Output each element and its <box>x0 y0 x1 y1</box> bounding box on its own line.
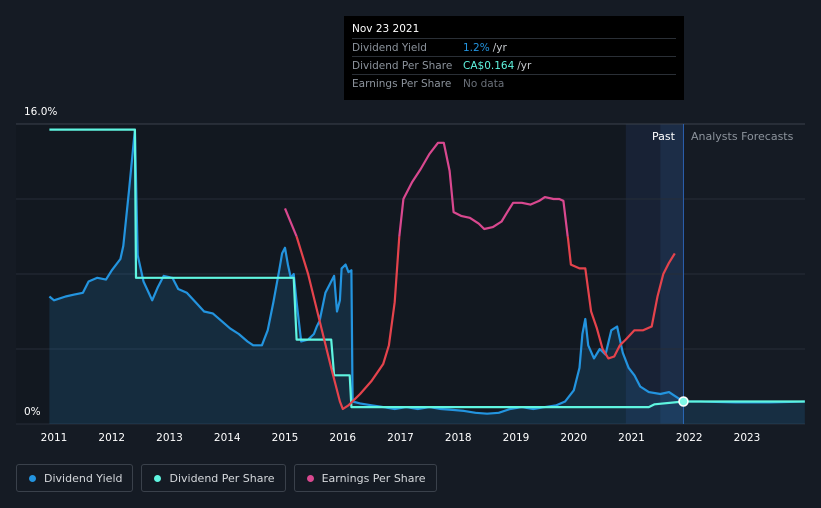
legend-dot-icon <box>154 474 162 482</box>
x-tick-label: 2012 <box>98 432 126 444</box>
x-tick-label: 2020 <box>560 432 588 444</box>
tooltip-unit: /yr <box>517 59 532 72</box>
x-tick-label: 2023 <box>733 432 761 444</box>
dividend-yield-area <box>49 129 805 424</box>
forecast-zone-label: Analysts Forecasts <box>691 130 794 143</box>
earnings-per-share-line <box>566 236 676 360</box>
tooltip-row-dividend-per-share: Dividend Per Share CA$0.164 /yr <box>352 56 676 74</box>
hover-tooltip: Nov 23 2021 Dividend Yield 1.2% /yr Divi… <box>344 16 684 100</box>
tooltip-value: CA$0.164 <box>463 59 515 72</box>
legend-label: Dividend Yield <box>44 471 123 485</box>
tooltip-unit: /yr <box>492 41 507 54</box>
x-tick-label: 2015 <box>271 432 299 444</box>
legend-label: Earnings Per Share <box>321 471 426 485</box>
x-tick-label: 2018 <box>444 432 472 444</box>
legend-dot-icon <box>29 474 36 482</box>
x-tick-label: 2016 <box>329 432 357 444</box>
y-axis-bottom-label: 0% <box>24 406 41 418</box>
past-zone-label: Past <box>652 130 675 143</box>
x-tick-label: 2021 <box>618 432 645 444</box>
earnings-per-share-line <box>295 236 401 411</box>
legend-dot-icon <box>306 474 314 482</box>
y-axis-top-label: 16.0% <box>24 106 58 118</box>
legend-label: Dividend Per Share <box>169 471 275 485</box>
legend-earnings-per-share[interactable]: Earnings Per Share <box>293 464 437 492</box>
chart-legend: Dividend Yield Dividend Per Share Earnin… <box>16 464 445 492</box>
x-tick-label: 2013 <box>156 432 183 444</box>
x-tick-label: 2017 <box>387 432 414 444</box>
earnings-per-share-line <box>398 141 569 237</box>
earnings-per-share-line <box>283 207 298 237</box>
x-tick-label: 2019 <box>502 432 530 444</box>
tooltip-label: Dividend Per Share <box>352 59 453 72</box>
hover-point-marker <box>678 396 689 407</box>
tooltip-date: Nov 23 2021 <box>352 23 420 35</box>
tooltip-label: Earnings Per Share <box>352 77 452 90</box>
tooltip-row-dividend-yield: Dividend Yield 1.2% /yr <box>352 38 676 56</box>
legend-dividend-yield[interactable]: Dividend Yield <box>16 464 134 492</box>
tooltip-row-earnings-per-share: Earnings Per Share No data <box>352 74 676 92</box>
x-tick-label: 2011 <box>40 432 68 444</box>
tooltip-value: No data <box>463 77 505 90</box>
x-tick-label: 2022 <box>675 432 703 444</box>
tooltip-label: Dividend Yield <box>352 41 427 54</box>
legend-dividend-per-share[interactable]: Dividend Per Share <box>141 464 286 492</box>
tooltip-value: 1.2% <box>463 41 490 54</box>
x-tick-label: 2014 <box>213 432 241 444</box>
dividend-yield-line <box>48 128 805 415</box>
